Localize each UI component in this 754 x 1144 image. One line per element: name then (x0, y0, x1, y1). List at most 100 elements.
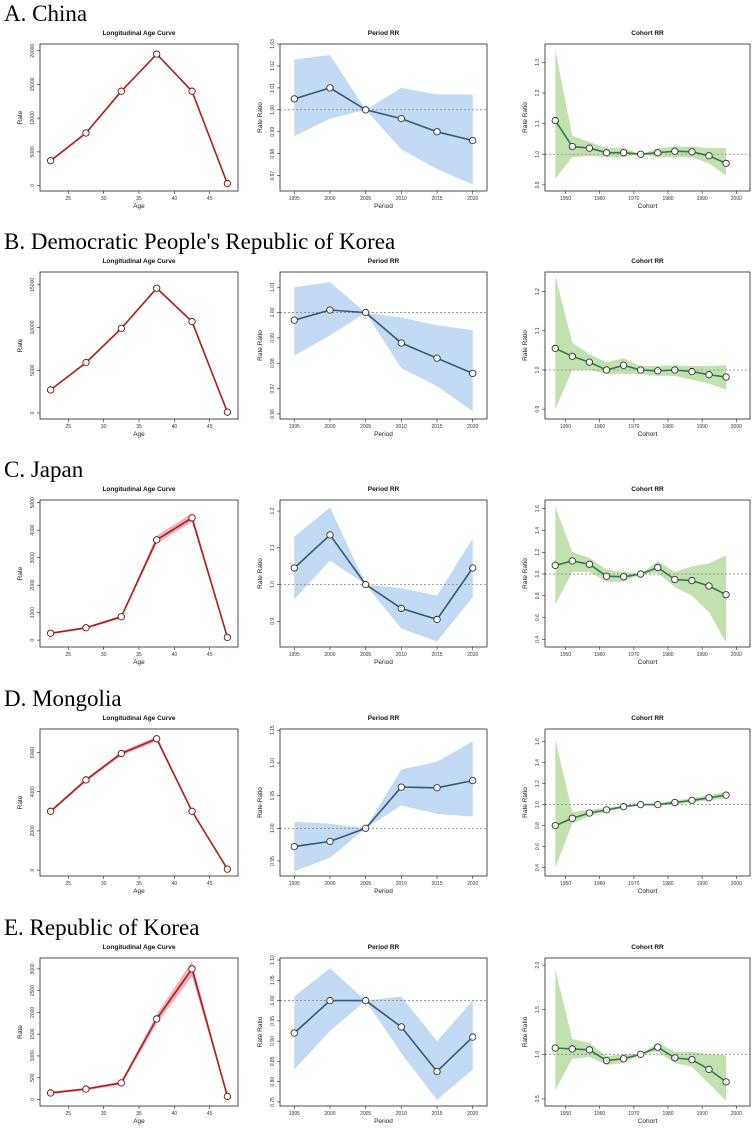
data-point (654, 367, 662, 375)
plot-frame (279, 271, 488, 420)
data-point (290, 316, 298, 324)
y-axis-label: Rate Ratio (257, 558, 264, 589)
y-tick-label: 1.0 (535, 151, 541, 158)
x-tick-label: 40 (172, 196, 178, 202)
x-tick-label: 1980 (662, 1111, 673, 1117)
y-tick-label: 1.0 (535, 801, 541, 808)
x-tick-label: 25 (66, 881, 72, 887)
y-tick-label: 0.8 (535, 822, 541, 829)
y-tick-label: 0.9 (535, 406, 541, 413)
x-tick-label: 2000 (731, 1111, 742, 1117)
x-tick-label: 1960 (594, 881, 605, 887)
data-point (433, 354, 441, 362)
x-axis-label: Cohort (638, 1118, 658, 1125)
y-tick-label: 0.95 (270, 856, 276, 866)
y-tick-label: 1.15 (270, 725, 276, 735)
y-tick-label: 1.1 (535, 120, 541, 127)
data-point (82, 358, 90, 367)
data-point (290, 95, 298, 103)
x-tick-label: 1960 (594, 196, 605, 202)
x-tick-label: 30 (101, 881, 107, 887)
data-point (397, 604, 405, 613)
data-point (188, 87, 196, 95)
data-point (671, 798, 679, 807)
y-tick-label: 0.99 (270, 127, 276, 137)
data-point (654, 563, 662, 572)
data-point (688, 796, 696, 805)
x-tick-label: 1960 (594, 652, 605, 658)
x-tick-label: 1950 (560, 1111, 571, 1117)
x-tick-label: 1950 (560, 881, 571, 887)
series-line (554, 794, 727, 827)
y-tick-label: 1.05 (270, 791, 276, 801)
data-point (153, 1015, 161, 1023)
chart-title: Longitudinal Age Curve (102, 486, 175, 493)
x-tick-label: 2005 (360, 881, 371, 887)
data-point (153, 50, 161, 58)
data-point (722, 159, 730, 168)
x-tick-label: 30 (101, 424, 107, 430)
y-axis-label: Rate Ratio (522, 1016, 529, 1047)
confidence-band (294, 507, 473, 642)
x-tick-label: 2000 (324, 1111, 335, 1117)
y-axis-label: Rate (17, 566, 24, 580)
y-tick-label: 1.4 (535, 759, 541, 766)
y-tick-label: 5000 (30, 497, 36, 508)
data-point (705, 1065, 713, 1074)
x-tick-label: 2010 (396, 652, 407, 658)
series-line (50, 737, 229, 870)
y-tick-label: 1.00 (270, 823, 276, 833)
y-tick-label: 0.9 (535, 181, 541, 188)
data-point (469, 369, 477, 378)
plot-frame (279, 43, 488, 192)
x-axis-label: Period (374, 1118, 393, 1125)
x-tick-label: 35 (136, 1111, 142, 1117)
confidence-band (50, 736, 228, 870)
x-tick-label: 45 (207, 424, 213, 430)
plot-frame (279, 499, 488, 648)
data-point (688, 148, 696, 156)
data-point (551, 821, 559, 830)
x-tick-label: 2010 (396, 1111, 407, 1117)
y-tick-label: 0.80 (270, 1077, 276, 1087)
chart-title: Longitudinal Age Curve (102, 258, 175, 265)
x-tick-label: 45 (207, 196, 213, 202)
data-point (82, 624, 90, 632)
x-tick-label: 40 (172, 424, 178, 430)
data-point (469, 776, 477, 785)
chart-D-period: Period RR 1995 2000 2005 2010 2015 2020 0.95 1.0… (257, 715, 488, 895)
plot-frame (39, 271, 239, 420)
x-tick-label: 30 (101, 196, 107, 202)
data-point (188, 965, 196, 973)
y-axis-label: Rate Ratio (522, 102, 529, 133)
y-axis-label: Rate (17, 795, 24, 809)
x-tick-label: 2015 (431, 1111, 442, 1117)
y-tick-label: 1.10 (270, 955, 276, 965)
x-tick-label: 1990 (697, 652, 708, 658)
plot-frame (544, 957, 751, 1107)
data-point (722, 791, 730, 799)
plot-frame (544, 499, 751, 648)
y-tick-label: 20000 (30, 44, 36, 58)
x-tick-label: 2000 (324, 196, 335, 202)
x-tick-label: 1995 (289, 1111, 300, 1117)
y-tick-label: 1.01 (270, 282, 276, 292)
x-axis-label: Age (133, 888, 145, 895)
y-axis-label: Rate Ratio (522, 330, 529, 361)
series-line (50, 287, 229, 413)
data-point (433, 784, 441, 792)
y-tick-label: 1.03 (270, 39, 276, 49)
x-tick-label: 25 (66, 424, 72, 430)
x-tick-label: 1990 (697, 196, 708, 202)
data-point (290, 564, 298, 572)
data-point (637, 800, 645, 809)
y-tick-label: 2000 (30, 1007, 36, 1018)
x-tick-label: 2010 (396, 881, 407, 887)
data-point (585, 809, 594, 817)
confidence-band (294, 741, 473, 872)
x-tick-label: 1980 (662, 196, 673, 202)
y-axis-label: Rate Ratio (257, 330, 264, 361)
x-tick-label: 1980 (662, 424, 673, 430)
x-axis-label: Period (374, 431, 393, 438)
